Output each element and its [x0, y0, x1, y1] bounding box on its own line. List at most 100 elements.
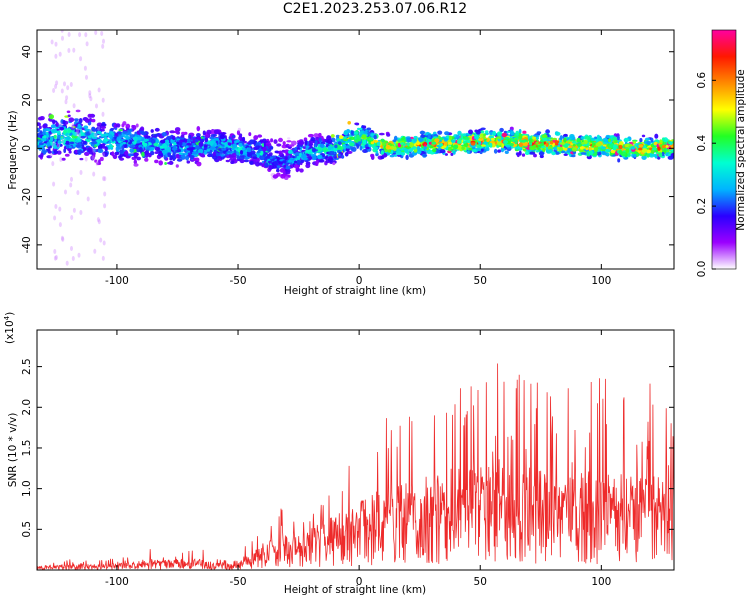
heatmap-cell [549, 140, 554, 145]
heatmap-cell [91, 140, 98, 145]
heatmap-cell [164, 162, 168, 165]
heatmap-cell [438, 137, 444, 141]
heatmap-cell [214, 137, 219, 141]
heatmap-cell [98, 144, 103, 150]
heatmap-cell [119, 149, 124, 154]
y-tick-label: 2.0 [21, 399, 33, 416]
heatmap-cell [486, 139, 490, 143]
heatmap-cell [67, 128, 72, 134]
heatmap-cell [563, 147, 568, 151]
heatmap-cell [481, 144, 486, 147]
heatmap-cell [482, 136, 486, 140]
heatmap-cell [154, 127, 160, 132]
heatmap-cell [91, 155, 95, 161]
heatmap-cell [97, 219, 101, 225]
heatmap-cell [310, 137, 316, 142]
heatmap-cell [362, 125, 367, 129]
heatmap-cell [478, 141, 482, 145]
heatmap-cell [114, 151, 120, 156]
heatmap-cell [326, 138, 333, 144]
heatmap-cell [68, 117, 75, 123]
heatmap-cell [495, 136, 502, 139]
heatmap-cell [72, 131, 78, 137]
heatmap-cell [64, 140, 70, 145]
heatmap-cell [282, 141, 286, 146]
heatmap-cell [100, 133, 105, 137]
heatmap-cell [74, 118, 79, 122]
heatmap-cell [84, 32, 88, 38]
heatmap-cell [164, 139, 170, 145]
heatmap-cell [196, 133, 201, 137]
heatmap-cell [667, 155, 674, 160]
heatmap-cell [46, 141, 51, 147]
heatmap-cell [296, 159, 301, 166]
heatmap-cell [542, 148, 546, 152]
heatmap-cell [492, 130, 497, 136]
heatmap-cell [224, 142, 228, 147]
heatmap-cell [186, 160, 191, 164]
heatmap-cell [231, 153, 237, 158]
heatmap-cell [142, 140, 145, 146]
heatmap-cell [83, 65, 87, 71]
heatmap-cell [373, 134, 377, 140]
heatmap-cell [238, 155, 245, 160]
heatmap-cell [60, 30, 64, 33]
heatmap-cell [52, 144, 58, 149]
heatmap-cell [84, 118, 90, 123]
heatmap-cell [72, 103, 76, 109]
heatmap-cell [217, 143, 221, 148]
heatmap-cell [54, 53, 58, 59]
heatmap-cell [365, 146, 370, 150]
heatmap-cell [327, 145, 332, 151]
heatmap-cell [313, 133, 319, 138]
heatmap-cell [563, 133, 568, 137]
heatmap-cell [96, 162, 102, 166]
heatmap-cell [237, 127, 241, 132]
heatmap-cell [65, 132, 69, 136]
heatmap-cell [209, 141, 214, 146]
heatmap-cell [350, 130, 354, 135]
heatmap-cell [588, 150, 594, 156]
heatmap-cell [101, 97, 105, 103]
colorbar-tick-label: 0.0 [696, 261, 708, 278]
heatmap-cell [52, 141, 55, 147]
heatmap-cell [522, 142, 529, 147]
heatmap-cell [140, 126, 145, 132]
heatmap-cell [394, 154, 398, 157]
heatmap-cell [470, 142, 476, 146]
heatmap-cell [434, 138, 440, 143]
heatmap-cell [61, 35, 64, 41]
heatmap-cell [503, 130, 507, 134]
heatmap-cell [71, 256, 75, 261]
snr-x-axis: -100 -50 0 50 100 [105, 330, 611, 588]
heatmap-cell [136, 156, 142, 161]
heatmap-cell [206, 129, 212, 135]
heatmap-cell [545, 129, 550, 134]
heatmap-cell [307, 133, 314, 138]
heatmap-cell [448, 146, 452, 152]
heatmap-cell [418, 137, 424, 143]
heatmap-cell [171, 135, 176, 141]
colorbar-ticks: 0.0 0.2 0.4 0.6 [696, 72, 716, 278]
heatmap-cell [538, 151, 545, 156]
heatmap-cell [405, 146, 411, 149]
heatmap-cell [489, 135, 494, 139]
heatmap-cell [154, 151, 159, 155]
heatmap-cell [262, 147, 267, 152]
heatmap-cell [78, 118, 83, 124]
heatmap-cell [380, 150, 385, 155]
heatmap-cell [122, 130, 128, 134]
heatmap-cell [57, 140, 62, 145]
heatmap-cell [443, 137, 449, 142]
heatmap-cell [70, 215, 74, 220]
heatmap-cell [497, 141, 502, 146]
heatmap-cell [522, 130, 527, 134]
x-tick-label: -50 [229, 275, 246, 287]
heatmap-cell [311, 155, 317, 161]
spectrogram-heatmap [37, 30, 674, 266]
heatmap-cell [130, 136, 134, 139]
heatmap-cell [501, 143, 505, 149]
heatmap-cell [53, 150, 58, 154]
heatmap-cell [150, 129, 154, 133]
x-tick-label: -100 [105, 275, 129, 287]
